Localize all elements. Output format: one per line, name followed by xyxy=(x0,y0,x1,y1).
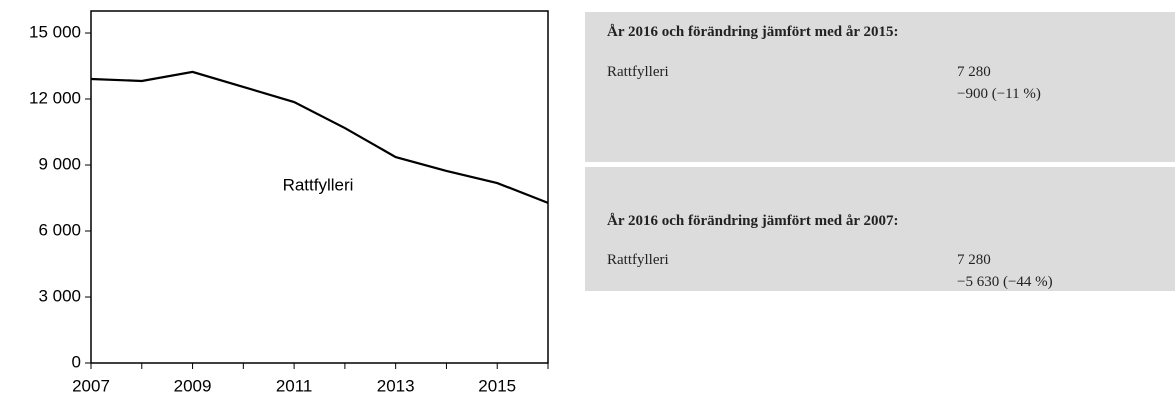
plot-frame xyxy=(90,10,549,364)
y-tick-label: 15 000 xyxy=(29,22,81,41)
y-tick-label: 9 000 xyxy=(38,154,81,173)
panel: År 2016 och förändring jämfört med år 20… xyxy=(585,12,1175,162)
chart: 0 3 000 6 000 9 000 12 000 15 000 2007 2009 2011… xyxy=(29,10,549,395)
series-line xyxy=(90,70,549,204)
panel-title: År 2016 och förändring jämfört med år 20… xyxy=(607,213,899,229)
y-tick-label: 6 000 xyxy=(38,220,81,239)
x-tick-label: 2015 xyxy=(478,376,516,395)
row-label: Rattfylleri xyxy=(607,252,669,268)
series-label: Rattfylleri xyxy=(283,175,354,194)
x-tick-label: 2011 xyxy=(276,376,313,395)
row-change: −900 (−11 %) xyxy=(957,86,1041,102)
row-value: 7 280 xyxy=(957,64,991,80)
y-tick-label: 3 000 xyxy=(38,286,81,305)
x-tick-label: 2007 xyxy=(72,376,110,395)
panel-title: År 2016 och förändring jämfört med år 20… xyxy=(607,24,899,40)
row-change: −5 630 (−44 %) xyxy=(957,274,1053,290)
x-tick-label: 2013 xyxy=(377,376,415,395)
row-value: 7 280 xyxy=(957,252,991,268)
panel: År 2016 och förändring jämfört med år 20… xyxy=(585,167,1175,291)
row-label: Rattfylleri xyxy=(607,64,669,80)
x-tick-label: 2009 xyxy=(174,376,212,395)
y-tick-label: 0 xyxy=(72,352,81,371)
y-tick-label: 12 000 xyxy=(29,88,81,107)
